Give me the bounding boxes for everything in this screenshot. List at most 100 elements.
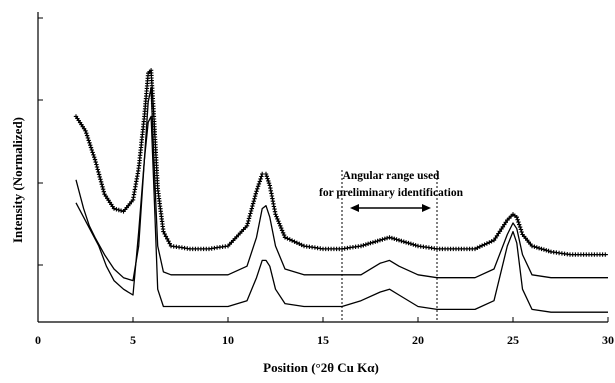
marker-point: [382, 236, 387, 241]
marker-point: [264, 174, 269, 179]
marker-point: [88, 143, 93, 148]
marker-point: [166, 239, 171, 244]
marker-point: [86, 138, 91, 143]
marker-point: [532, 244, 537, 249]
marker-point: [368, 240, 373, 246]
marker-point: [297, 241, 302, 246]
marker-point: [94, 164, 100, 170]
marker-point: [475, 245, 480, 250]
marker-point: [408, 241, 414, 246]
marker-point: [101, 189, 106, 194]
range-arrow-right-head: [422, 204, 431, 212]
marker-point: [96, 172, 102, 177]
marker-point: [489, 239, 494, 244]
marker-point: [84, 131, 89, 136]
marker-point: [482, 242, 487, 247]
marker-point: [502, 222, 507, 227]
marker-point: [248, 211, 253, 216]
marker-point: [479, 243, 485, 248]
marker-point: [516, 219, 521, 225]
marker-point: [603, 252, 608, 257]
series-layer: [73, 68, 608, 313]
marker-point: [280, 230, 286, 235]
marker-point: [289, 238, 295, 243]
marker-point: [273, 212, 278, 217]
marker-point: [370, 240, 376, 245]
marker-point: [98, 179, 104, 184]
marker-point: [279, 225, 284, 231]
marker-point: [161, 229, 166, 234]
marker-point: [403, 240, 409, 245]
marker-point: [253, 191, 258, 196]
marker-point: [363, 242, 368, 247]
marker-point: [477, 244, 482, 249]
marker-point: [546, 248, 551, 254]
annotation-layer: Angular range used for preliminary ident…: [319, 170, 464, 320]
marker-point: [401, 239, 406, 244]
marker-point: [95, 167, 100, 172]
marker-point: [266, 181, 272, 186]
marker-point: [519, 229, 524, 235]
marker-point: [87, 140, 92, 145]
marker-point: [250, 201, 256, 206]
marker-point: [167, 241, 172, 246]
x-tick-label-0: 0: [35, 333, 41, 347]
marker-point: [165, 236, 170, 241]
marker-point: [271, 204, 277, 209]
x-tick-label-10: 10: [222, 333, 234, 347]
marker-point: [541, 247, 547, 252]
marker-point: [259, 174, 264, 179]
marker-point: [544, 248, 549, 253]
marker-point: [358, 243, 364, 249]
marker-point: [248, 208, 254, 214]
marker-point: [539, 246, 544, 252]
marker-point: [274, 214, 279, 219]
marker-point: [118, 208, 124, 213]
marker-point: [163, 234, 169, 239]
marker-point: [116, 207, 121, 213]
marker-point: [252, 194, 258, 199]
x-axis-title: Position (°2θ Cu Kα): [263, 360, 379, 375]
marker-point: [497, 229, 503, 234]
x-tick-label-30: 30: [602, 333, 614, 347]
x-tick-label-5: 5: [130, 333, 136, 347]
marker-point: [294, 240, 300, 245]
marker-point: [517, 224, 523, 230]
marker-point: [245, 221, 250, 226]
marker-point: [265, 176, 270, 181]
marker-point: [365, 241, 371, 246]
marker-point: [255, 186, 260, 191]
marker-point: [268, 188, 273, 193]
range-arrow-left-head: [350, 204, 359, 212]
marker-point: [162, 231, 167, 237]
marker-point: [503, 220, 508, 225]
marker-point: [487, 240, 492, 245]
marker-point: [392, 236, 397, 241]
marker-point: [92, 155, 97, 160]
marker-point: [111, 206, 117, 211]
marker-point: [114, 207, 119, 212]
marker-point: [96, 169, 101, 175]
marker-point: [515, 217, 520, 222]
series-markers-0: [73, 68, 608, 257]
axes: 0 5 10 15 20 25 30: [35, 12, 614, 347]
marker-point: [517, 222, 522, 227]
marker-point: [260, 171, 265, 177]
marker-point: [255, 184, 261, 189]
marker-point: [244, 223, 250, 228]
marker-point: [396, 238, 402, 243]
marker-point: [97, 174, 102, 180]
marker-point: [279, 228, 285, 233]
marker-point: [100, 187, 106, 192]
marker-point: [411, 242, 416, 247]
marker-point: [92, 157, 98, 162]
marker-point: [246, 218, 251, 224]
x-tick-label-20: 20: [412, 333, 424, 347]
marker-point: [91, 152, 96, 157]
marker-point: [399, 238, 404, 244]
marker-point: [90, 150, 95, 155]
marker-point: [380, 237, 385, 242]
annotation-text-line2: for preliminary identification: [319, 187, 464, 199]
marker-point: [258, 176, 263, 182]
marker-point: [299, 242, 304, 248]
